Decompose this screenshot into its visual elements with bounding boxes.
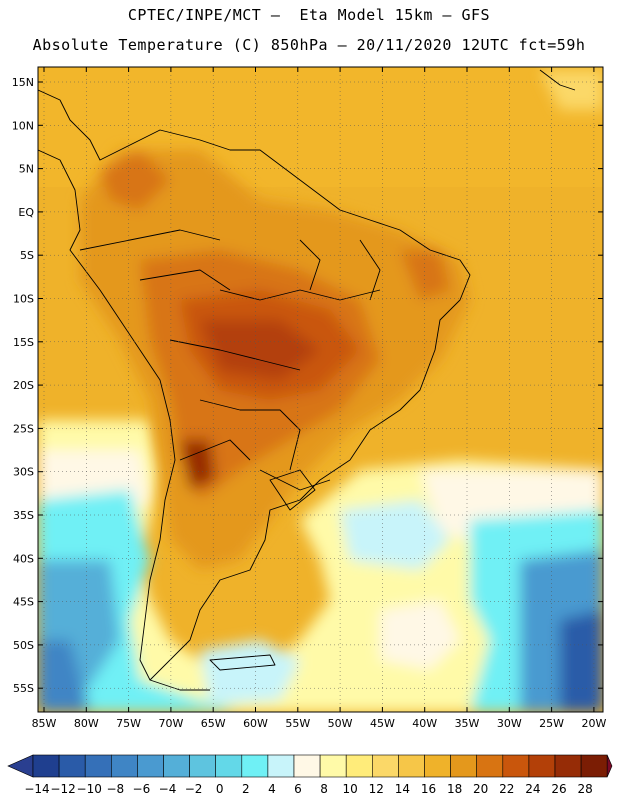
colorbar-label: 2	[242, 782, 250, 796]
lat-tick-label: 45S	[13, 596, 34, 609]
colorbar-label: 20	[473, 782, 488, 796]
lon-tick-label: 50W	[328, 717, 353, 730]
colorbar-swatch	[163, 754, 190, 778]
colorbar-label: 16	[421, 782, 436, 796]
lat-tick-label: 5S	[20, 249, 34, 262]
lat-tick-label: 15N	[12, 76, 34, 89]
colorbar-label: −10	[77, 782, 102, 796]
temperature-field	[38, 67, 603, 712]
colorbar-label: 14	[395, 782, 410, 796]
colorbar-label: 8	[320, 782, 328, 796]
colorbar-under-arrow	[7, 754, 34, 778]
colorbar-swatch	[502, 754, 530, 778]
chart-title-line2: Absolute Temperature (C) 850hPa — 20/11/…	[32, 36, 586, 54]
colorbar-label: 22	[499, 782, 514, 796]
colorbar-label: 12	[369, 782, 384, 796]
lon-tick-label: 65W	[201, 717, 226, 730]
colorbar-label: −14	[24, 782, 49, 796]
colorbar-swatch	[32, 754, 60, 778]
lat-tick-label: 10N	[12, 119, 34, 132]
colorbar-swatch	[554, 754, 582, 778]
colorbar-label: 24	[525, 782, 540, 796]
colorbar-label: 18	[447, 782, 462, 796]
lat-tick-label: 40S	[13, 552, 34, 565]
colorbar-swatch	[241, 754, 269, 778]
lon-tick-label: 85W	[32, 717, 57, 730]
lat-tick-label: EQ	[18, 206, 34, 219]
colorbar-label: 10	[343, 782, 358, 796]
lon-tick-label: 60W	[243, 717, 268, 730]
colorbar-swatch	[137, 754, 164, 778]
lon-tick-label: 35W	[455, 717, 480, 730]
lat-tick-label: 35S	[13, 509, 34, 522]
colorbar-label: −12	[50, 782, 75, 796]
colorbar-label: 4	[268, 782, 276, 796]
lon-tick-label: 45W	[370, 717, 395, 730]
latitude-axis: 15N 10N 5N EQ 5S 10S 15S 20S 25S 30S 35S 40S 45S 50S 5…	[12, 76, 603, 695]
lat-tick-label: 30S	[13, 466, 34, 479]
colorbar-label: −8	[106, 782, 124, 796]
colorbar-label: 26	[551, 782, 566, 796]
colorbar-swatch	[293, 754, 321, 778]
chart-title-line1: CPTEC/INPE/MCT — Eta Model 15km — GFS	[127, 6, 491, 24]
lat-tick-label: 10S	[13, 293, 34, 306]
colorbar-swatch	[528, 754, 556, 778]
lat-tick-label: 50S	[13, 639, 34, 652]
colorbar-swatch	[424, 754, 451, 778]
lon-tick-label: 80W	[74, 717, 99, 730]
longitude-axis: 85W 80W 75W 70W 65W 60W 55W 50W 45W 40W 35W 30W 25W 2…	[32, 67, 606, 730]
lon-tick-label: 25W	[539, 717, 564, 730]
colorbar-swatch	[398, 754, 425, 778]
colorbar-label: 0	[216, 782, 224, 796]
colorbar-swatch	[58, 754, 86, 778]
lat-tick-label: 25S	[13, 422, 34, 435]
colorbar-label: 6	[294, 782, 302, 796]
colorbar-swatch	[319, 754, 347, 778]
map-frame	[37, 66, 604, 713]
colorbar: −14 −12 −10 −8 −6 −4 −2 0 2 4 6 8 10 12 14 16 18 20 22 24 26…	[7, 754, 613, 796]
lat-tick-label: 5N	[19, 163, 34, 176]
lat-tick-label: 15S	[13, 336, 34, 349]
coastlines-and-borders	[38, 69, 576, 691]
lon-tick-label: 20W	[581, 717, 606, 730]
lon-tick-label: 55W	[285, 717, 310, 730]
lat-tick-label: 20S	[13, 379, 34, 392]
colorbar-label: −4	[159, 782, 177, 796]
colorbar-swatch	[345, 754, 373, 778]
colorbar-label: −6	[133, 782, 151, 796]
colorbar-swatch	[371, 754, 399, 778]
colorbar-swatch	[450, 754, 478, 778]
lon-tick-label: 30W	[497, 717, 522, 730]
colorbar-label: 28	[577, 782, 592, 796]
colorbar-swatch	[580, 754, 608, 778]
colorbar-label: −2	[185, 782, 203, 796]
colorbar-over-arrow	[606, 754, 613, 778]
lon-tick-label: 40W	[412, 717, 437, 730]
lat-tick-label: 55S	[13, 682, 34, 695]
colorbar-swatch	[215, 754, 243, 778]
colorbar-swatch	[189, 754, 217, 778]
colorbar-swatch	[267, 754, 295, 778]
lon-tick-label: 70W	[158, 717, 183, 730]
colorbar-swatch	[111, 754, 138, 778]
colorbar-swatch	[476, 754, 504, 778]
colorbar-swatch	[84, 754, 112, 778]
lon-tick-label: 75W	[116, 717, 141, 730]
